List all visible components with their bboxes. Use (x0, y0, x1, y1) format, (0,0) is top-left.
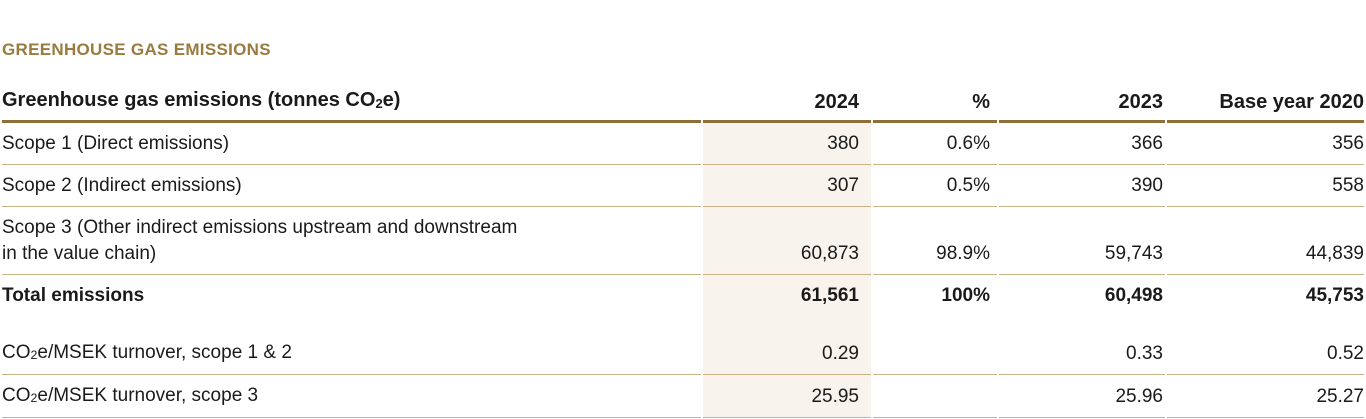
column-header-base-year-2020: Base year 2020 (1167, 78, 1364, 123)
header-row: Greenhouse gas emissions (tonnes CO2e) 2… (2, 78, 1364, 123)
column-header-percent: % (873, 78, 997, 123)
table-row-co2e-msek-scope-1-2: CO2e/MSEK turnover, scope 1 & 2 0.29 0.3… (2, 332, 1364, 375)
column-header-label: Greenhouse gas emissions (tonnes CO2e) (2, 78, 701, 123)
cell-2023: 25.96 (999, 375, 1165, 418)
table-row-co2e-msek-scope-3: CO2e/MSEK turnover, scope 3 25.95 25.96 … (2, 375, 1364, 418)
cell-2024: 60,873 (703, 207, 871, 275)
spacer-cell (2, 316, 701, 332)
section-title: GREENHOUSE GAS EMISSIONS (2, 40, 271, 59)
subscript-text: 2 (30, 391, 38, 406)
cell-2024: 0.29 (703, 332, 871, 375)
cell-base-year: 558 (1167, 165, 1364, 207)
spacer-row (2, 316, 1364, 332)
row-label: Scope 1 (Direct emissions) (2, 123, 701, 165)
spacer-cell (1167, 316, 1364, 332)
cell-2024: 61,561 (703, 275, 871, 316)
cell-base-year: 25.27 (1167, 375, 1364, 418)
row-label: Scope 3 (Other indirect emissions upstre… (2, 207, 701, 275)
spacer-cell (703, 316, 871, 332)
cell-base-year: 44,839 (1167, 207, 1364, 275)
subscript-text: 2 (30, 348, 38, 363)
table-row-scope-3: Scope 3 (Other indirect emissions upstre… (2, 207, 1364, 275)
cell-2023: 59,743 (999, 207, 1165, 275)
row-label: CO2e/MSEK turnover, scope 1 & 2 (2, 332, 701, 375)
subscript-text: 2 (375, 95, 383, 111)
cell-percent (873, 332, 997, 375)
row-label-text: Scope 3 (Other indirect emissions upstre… (2, 217, 518, 264)
cell-2024: 307 (703, 165, 871, 207)
cell-2024: 25.95 (703, 375, 871, 418)
column-header-2024: 2024 (703, 78, 871, 123)
cell-2024: 380 (703, 123, 871, 165)
cell-percent: 100% (941, 285, 990, 306)
table-row-scope-2: Scope 2 (Indirect emissions) 307 0.5% 39… (2, 165, 1364, 207)
column-header-2023: 2023 (999, 78, 1165, 123)
spacer-cell (999, 316, 1165, 332)
row-label: CO2e/MSEK turnover, scope 3 (2, 375, 701, 418)
cell-percent: 98.9% (873, 207, 997, 275)
table-row-scope-1: Scope 1 (Direct emissions) 380 0.6% 366 … (2, 123, 1364, 165)
cell-base-year: 0.52 (1167, 332, 1364, 375)
cell-base-year: 45,753 (1305, 285, 1364, 306)
cell-2023: 60,498 (1104, 285, 1163, 306)
cell-2023: 366 (999, 123, 1165, 165)
cell-percent (873, 375, 997, 418)
cell-base-year: 356 (1167, 123, 1364, 165)
row-label: Scope 2 (Indirect emissions) (2, 165, 701, 207)
emissions-table: Greenhouse gas emissions (tonnes CO2e) 2… (0, 78, 1366, 418)
cell-2023: 390 (999, 165, 1165, 207)
cell-percent: 0.5% (873, 165, 997, 207)
table-row-total-emissions: Total emissions 61,561 100% 60,498 45,75… (2, 275, 1364, 316)
spacer-cell (873, 316, 997, 332)
cell-percent: 0.6% (873, 123, 997, 165)
row-label: Total emissions (2, 285, 145, 306)
cell-2023: 0.33 (999, 332, 1165, 375)
